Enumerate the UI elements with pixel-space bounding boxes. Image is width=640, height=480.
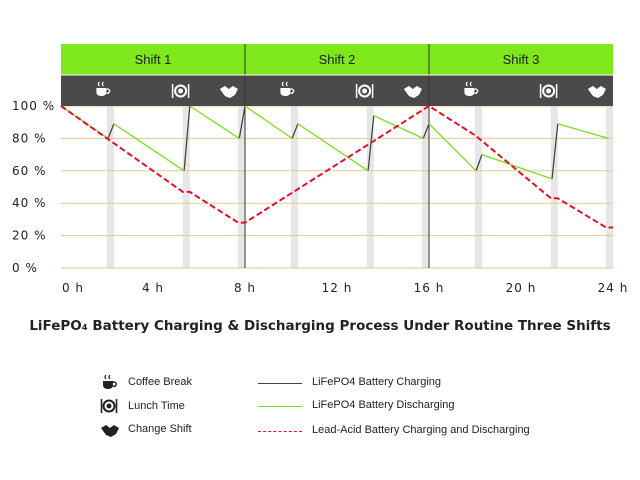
y-tick-label: 20 % (12, 229, 47, 243)
plate-cutlery-icon (100, 399, 118, 413)
series-line (238, 105, 246, 139)
x-tick-label: 4 h (142, 281, 164, 295)
x-tick-label: 0 h (62, 281, 84, 295)
series-line (551, 123, 559, 179)
break-band (550, 106, 558, 268)
break-band (182, 106, 190, 268)
shift-bar (429, 44, 613, 75)
series-line (291, 123, 299, 139)
legend-label-lead-acid: Lead-Acid Battery Charging and Dischargi… (312, 424, 530, 436)
y-tick-label: 40 % (12, 196, 47, 210)
series-line (475, 154, 483, 172)
coffee-cup-icon (464, 81, 479, 96)
series-lines (60, 105, 613, 229)
handshake-icon (219, 86, 238, 98)
x-tick-label: 16 h (414, 281, 445, 295)
icon-bar (245, 75, 429, 106)
shift-label: Shift 3 (503, 52, 540, 67)
break-bands (107, 106, 613, 268)
break-band (238, 106, 245, 268)
x-tick-label: 24 h (598, 281, 629, 295)
handshake-icon (587, 86, 606, 98)
legend-label-charging: LiFePO4 Battery Charging (312, 376, 442, 388)
shift-label: Shift 1 (135, 52, 172, 67)
series-line (244, 105, 293, 139)
series-line (297, 123, 369, 172)
series-line (189, 105, 240, 139)
plate-cutlery-icon (171, 84, 190, 98)
series-line (373, 115, 424, 139)
y-tick-label: 0 % (12, 261, 38, 275)
legend-swatch-discharging (258, 406, 302, 407)
plate-cutlery-icon (355, 84, 374, 98)
coffee-cup-icon (280, 81, 295, 96)
break-band (366, 106, 374, 268)
legend-swatch-lead-acid (258, 431, 302, 432)
shift-bar (61, 44, 245, 75)
plate-cutlery-icon (539, 84, 558, 98)
handshake-icon (403, 86, 422, 98)
legend-label-lunch: Lunch Time (128, 400, 185, 412)
series-line (183, 105, 191, 171)
coffee-cup-icon (96, 81, 111, 96)
grid-lines (61, 105, 613, 269)
y-tick-label: 80 % (12, 131, 47, 145)
series-line (113, 123, 185, 172)
break-band (291, 106, 298, 268)
icon-bar (429, 75, 613, 106)
legend-label-change-shift: Change Shift (128, 423, 192, 435)
series-line (428, 123, 477, 172)
legend-label-coffee: Coffee Break (128, 376, 193, 388)
series-line (481, 153, 553, 180)
break-band (475, 106, 482, 268)
shift-bar (245, 44, 429, 75)
coffee-cup-icon (103, 374, 117, 389)
series-line (422, 123, 430, 139)
y-tick-label: 60 % (12, 164, 47, 178)
axis-ticks: 0 % 20 % 40 % 60 % 80 % 100 % 0 h 4 h 8 h 12 h 16 … (12, 99, 629, 295)
handshake-icon (101, 425, 119, 437)
break-band (422, 106, 429, 268)
x-tick-label: 8 h (234, 281, 256, 295)
series-line (107, 123, 115, 139)
shift-header: Shift 1 Shift 2 Shift 3 (61, 44, 613, 268)
break-band (107, 106, 114, 268)
series-line (557, 123, 609, 140)
x-tick-label: 12 h (322, 281, 353, 295)
y-tick-label: 100 % (12, 99, 55, 113)
break-band (606, 106, 613, 268)
icon-bar (61, 75, 245, 106)
legend-label-discharging: LiFePO4 Battery Discharging (312, 399, 455, 411)
legend-swatch-charging (258, 383, 302, 384)
battery-chart: Shift 1 Shift 2 Shift 3 0 % 20 % 40 % 60 % 80 … (12, 44, 629, 295)
shift-label: Shift 2 (319, 52, 356, 67)
chart-title: LiFePO₄ Battery Charging & Discharging P… (29, 318, 611, 334)
x-tick-label: 20 h (506, 281, 537, 295)
series-line (60, 105, 613, 229)
